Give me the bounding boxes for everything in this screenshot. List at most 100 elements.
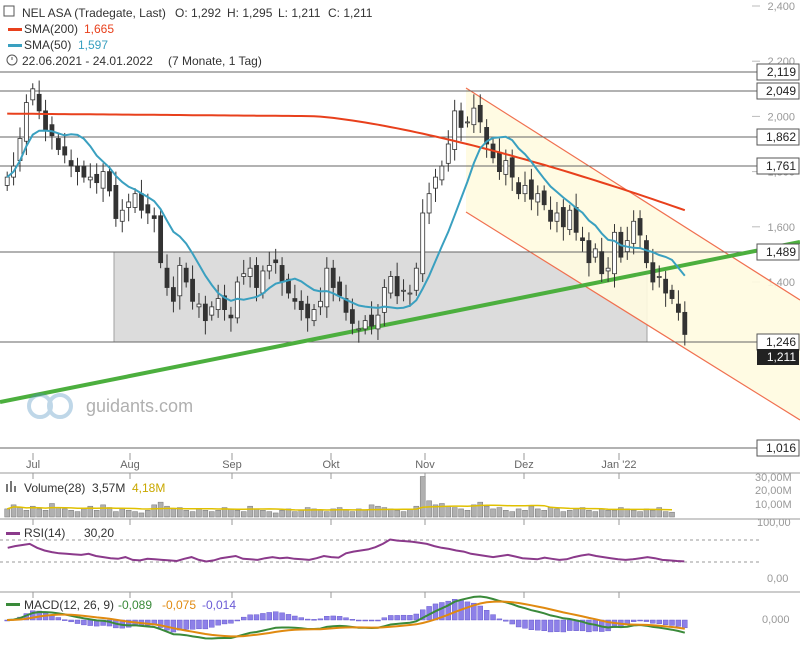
- vol-tick-10m: 10,00M: [755, 499, 792, 511]
- macd-histogram-bar: [221, 619, 228, 625]
- volume-bar: [541, 510, 547, 518]
- volume-bar: [426, 500, 432, 518]
- macd-histogram-bar: [388, 615, 394, 621]
- candle-down: [113, 184, 119, 219]
- candle-down: [158, 215, 164, 264]
- candle-down: [151, 215, 157, 219]
- candle-down: [458, 110, 464, 128]
- candle-down: [548, 209, 553, 222]
- rsi-tick-100: 100,00: [757, 517, 791, 529]
- candle-down: [145, 204, 151, 214]
- volume-bar: [253, 508, 260, 518]
- volume-bar: [560, 511, 567, 518]
- volume-bar: [343, 510, 349, 518]
- volume-label: Volume(28): [24, 481, 85, 495]
- macd-tick-0: 0,000: [762, 614, 790, 626]
- macd-histogram-bar: [656, 619, 662, 624]
- candle-up: [605, 267, 611, 272]
- macd-histogram-bar: [381, 617, 388, 621]
- time-tick-label: Jul: [26, 459, 40, 471]
- volume-bar: [61, 508, 68, 518]
- candle-up: [535, 193, 541, 203]
- volume-bar: [554, 508, 560, 518]
- volume-bar: [349, 511, 356, 518]
- candle-down: [497, 151, 502, 172]
- macd-histogram-bar: [554, 619, 560, 632]
- volume-bar: [375, 505, 381, 518]
- candle-up: [426, 193, 432, 214]
- candle-down: [228, 314, 234, 319]
- macd-histogram-bar: [55, 617, 62, 621]
- candle-down: [541, 190, 547, 206]
- macd-histogram-bar: [669, 619, 675, 626]
- price-level-label: 2,049: [766, 84, 796, 98]
- downtrend-channel-fill: [466, 88, 800, 420]
- candle-down: [171, 287, 176, 302]
- candle-up: [465, 121, 470, 124]
- macd-histogram-bar: [477, 605, 483, 621]
- volume-bar: [637, 511, 643, 518]
- macd-histogram-bar: [605, 619, 611, 632]
- candle-up: [4, 176, 10, 186]
- macd-histogram-bar: [567, 619, 573, 631]
- macd-histogram-bar: [509, 619, 515, 625]
- volume-bar: [336, 507, 343, 518]
- price-level-tag: [756, 439, 800, 457]
- volume-bar: [221, 507, 228, 518]
- candle-up: [567, 209, 573, 230]
- sma200-line: [7, 112, 686, 212]
- candle-up: [471, 107, 477, 126]
- macd-histogram-bar: [535, 619, 541, 631]
- candle-up: [356, 328, 362, 331]
- candle-up: [126, 201, 132, 208]
- macd-panel: MACD(12, 26, 9) -0,089 -0,075 -0,014 0,0…: [4, 595, 790, 640]
- price-level-lines: [0, 71, 760, 449]
- volume-bar: [260, 510, 266, 518]
- close-value: C: 1,211: [328, 6, 373, 20]
- volume-bar: [42, 510, 49, 518]
- candle-up: [311, 309, 317, 322]
- macd-histogram-bar: [125, 619, 132, 628]
- watermark-text: guidants.com: [86, 396, 193, 416]
- macd-histogram-bar: [189, 619, 196, 630]
- candle-down: [337, 281, 343, 297]
- macd-histogram-bar: [407, 615, 413, 621]
- macd-histogram-bar: [343, 617, 349, 621]
- candle-up: [100, 171, 106, 189]
- volume-bar: [215, 510, 221, 518]
- volume-bars: [4, 476, 675, 518]
- macd-histogram-bar: [362, 619, 368, 622]
- macd-histogram-bar: [260, 613, 266, 621]
- macd-histogram-bar: [445, 600, 451, 621]
- volume-bar: [662, 511, 669, 518]
- candle-down: [573, 207, 579, 233]
- candle-up: [209, 306, 215, 316]
- macd-histogram-bar: [630, 619, 637, 622]
- volume-bar: [656, 507, 662, 518]
- price-level-label: 1,246: [766, 335, 796, 349]
- volume-bar: [55, 507, 62, 518]
- price-level-tag: [756, 82, 800, 100]
- volume-bar: [579, 507, 586, 518]
- candle-down: [68, 160, 74, 167]
- vol-tick-30m: 30,00M: [755, 472, 792, 484]
- candle-down: [286, 278, 291, 294]
- volume-bar: [74, 511, 81, 518]
- volume-bar: [464, 510, 471, 518]
- candle-down: [528, 179, 534, 200]
- macd-histogram-bar: [298, 617, 304, 621]
- candle-down: [55, 138, 61, 150]
- volume-bar: [292, 511, 298, 518]
- volume-bar: [458, 508, 464, 518]
- candle-down: [349, 309, 355, 324]
- candle-down: [343, 298, 349, 313]
- volume-bar: [419, 476, 426, 518]
- volume-bar: [503, 510, 509, 518]
- candle-up: [318, 300, 323, 308]
- low-value: L: 1,211: [278, 6, 321, 20]
- volume-bar: [125, 510, 132, 518]
- volume-bar: [515, 508, 522, 518]
- candle-down: [682, 311, 688, 335]
- time-tick-label: Sep: [222, 459, 242, 471]
